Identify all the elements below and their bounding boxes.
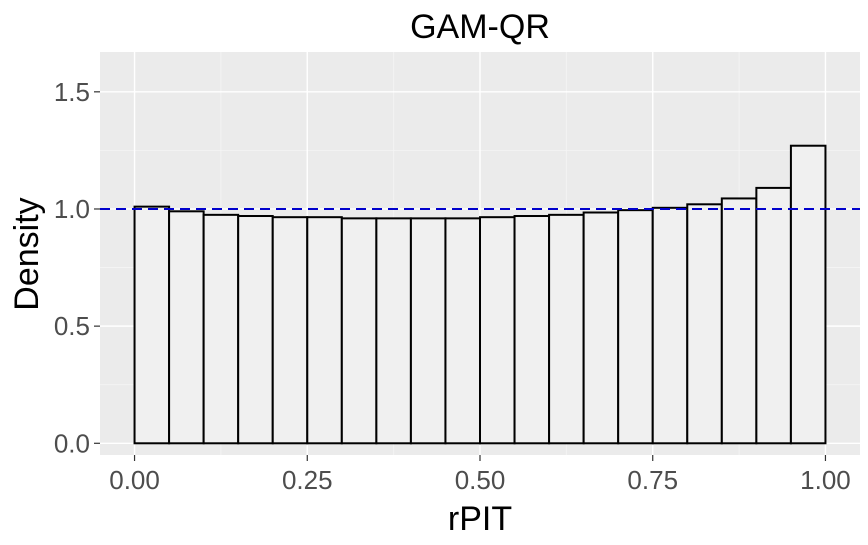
histogram-bar (686, 203, 723, 445)
histogram-bar (168, 210, 205, 445)
histogram-bar (651, 206, 689, 445)
histogram-bar (306, 216, 343, 445)
histogram-bar (548, 213, 585, 445)
x-axis-title: rPIT (448, 500, 512, 538)
histogram-bar (617, 209, 654, 445)
y-axis-title: Density (8, 197, 46, 310)
x-tick-label: 0.00 (109, 465, 160, 495)
x-axis-ticks: 0.00 0.25 0.50 0.75 1.00 (109, 455, 851, 495)
histogram-bar (202, 213, 240, 445)
y-axis-ticks: 0.0 0.5 1.0 1.5 (54, 77, 100, 458)
y-tick-label: 1.5 (54, 77, 90, 107)
histogram-bar (444, 217, 482, 445)
histogram-bars (133, 144, 827, 445)
histogram-bar (133, 205, 171, 445)
histogram-bar (755, 186, 792, 445)
x-tick-label: 0.25 (282, 465, 333, 495)
y-tick-label: 1.0 (54, 194, 90, 224)
histogram-bar (789, 144, 827, 445)
y-tick-label: 0.0 (54, 428, 90, 458)
x-tick-label: 0.75 (627, 465, 678, 495)
chart-title: GAM-QR (410, 8, 550, 46)
histogram-bar (375, 217, 412, 445)
histogram-bar (720, 197, 758, 445)
x-tick-label: 0.50 (455, 465, 506, 495)
histogram-bar (340, 217, 378, 445)
histogram-bar (237, 215, 274, 445)
histogram-bar (479, 216, 516, 445)
histogram-bar (513, 215, 551, 445)
x-tick-label: 1.00 (800, 465, 851, 495)
histogram-bar (271, 216, 309, 445)
y-tick-label: 0.5 (54, 311, 90, 341)
histogram-bar (409, 217, 447, 445)
histogram-bar (582, 211, 620, 445)
